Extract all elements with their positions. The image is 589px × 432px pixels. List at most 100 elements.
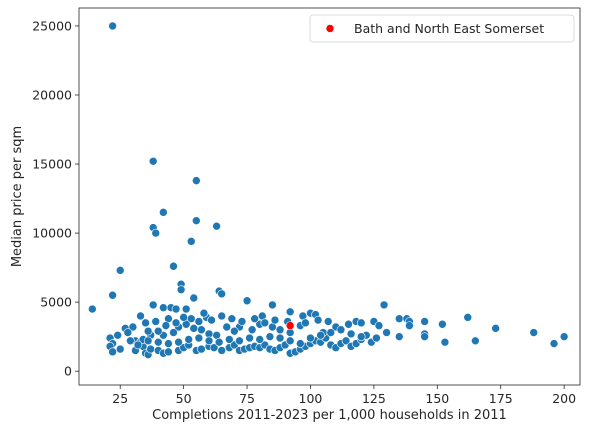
data-point bbox=[438, 319, 447, 329]
data-point bbox=[151, 228, 161, 238]
data-point bbox=[296, 339, 305, 348]
data-point bbox=[356, 318, 366, 328]
data-point bbox=[463, 313, 473, 322]
data-point bbox=[255, 335, 265, 344]
data-point bbox=[148, 156, 158, 166]
data-point bbox=[108, 21, 117, 31]
data-point bbox=[341, 336, 351, 346]
data-point bbox=[194, 333, 204, 343]
y-tick-label: 10000 bbox=[32, 226, 72, 241]
data-point bbox=[394, 332, 404, 341]
x-tick-label: 75 bbox=[239, 391, 255, 406]
data-point bbox=[225, 335, 234, 344]
data-point bbox=[186, 237, 196, 246]
data-point bbox=[235, 336, 244, 346]
data-point bbox=[230, 326, 239, 336]
legend-label: Bath and North East Somerset bbox=[354, 21, 544, 36]
data-point bbox=[209, 343, 219, 353]
data-point bbox=[189, 324, 199, 333]
data-point bbox=[336, 325, 346, 335]
data-point bbox=[126, 336, 135, 346]
data-point bbox=[189, 293, 199, 303]
data-point bbox=[222, 322, 232, 332]
data-point bbox=[260, 318, 270, 328]
x-tick-label: 150 bbox=[425, 391, 449, 406]
x-tick-label: 125 bbox=[362, 391, 386, 406]
data-point bbox=[143, 326, 153, 336]
legend: Bath and North East Somerset bbox=[309, 14, 575, 43]
data-point bbox=[301, 318, 310, 328]
data-point bbox=[247, 325, 257, 335]
data-point bbox=[214, 337, 224, 347]
data-point bbox=[420, 317, 429, 326]
data-points bbox=[88, 21, 569, 359]
highlight-points bbox=[285, 321, 295, 330]
data-point bbox=[146, 344, 155, 354]
data-point bbox=[382, 328, 391, 337]
data-point bbox=[440, 337, 450, 347]
legend-marker bbox=[325, 24, 335, 33]
data-point bbox=[164, 339, 173, 348]
data-point bbox=[148, 300, 158, 310]
data-point bbox=[227, 314, 237, 324]
y-ticks: 0 5000 10000 15000 20000 25000 bbox=[32, 18, 79, 379]
data-point bbox=[192, 176, 201, 185]
data-point bbox=[394, 314, 404, 324]
data-point bbox=[326, 328, 336, 337]
x-tick-label: 100 bbox=[299, 391, 323, 406]
data-point bbox=[344, 319, 353, 329]
data-point bbox=[306, 333, 315, 343]
data-point bbox=[108, 347, 117, 357]
data-point bbox=[164, 347, 173, 357]
data-point bbox=[285, 307, 295, 317]
data-point bbox=[405, 321, 414, 330]
data-point bbox=[491, 324, 500, 333]
data-point bbox=[197, 325, 206, 335]
data-point bbox=[270, 315, 280, 325]
data-point bbox=[169, 328, 178, 337]
data-point bbox=[181, 304, 191, 314]
data-point bbox=[123, 328, 133, 337]
data-point bbox=[108, 290, 117, 300]
data-point bbox=[323, 317, 333, 326]
data-point bbox=[88, 304, 97, 314]
data-point bbox=[159, 303, 168, 312]
data-point bbox=[374, 321, 384, 330]
data-point bbox=[212, 221, 221, 231]
x-tick-label: 25 bbox=[112, 391, 128, 406]
data-point bbox=[275, 325, 285, 335]
data-point bbox=[217, 289, 226, 299]
data-point bbox=[184, 335, 194, 344]
x-tick-label: 50 bbox=[176, 391, 192, 406]
data-point bbox=[171, 318, 181, 328]
data-point bbox=[204, 336, 214, 346]
data-point bbox=[217, 311, 226, 321]
data-point bbox=[471, 336, 480, 346]
data-point bbox=[242, 296, 252, 306]
data-point bbox=[346, 329, 356, 339]
data-point bbox=[372, 333, 381, 343]
data-point bbox=[115, 266, 125, 275]
data-point bbox=[169, 261, 178, 271]
data-point bbox=[151, 317, 161, 326]
y-axis-label: Median price per sqm bbox=[10, 126, 25, 267]
data-point bbox=[174, 337, 183, 347]
x-tick-label: 200 bbox=[552, 391, 576, 406]
data-point bbox=[199, 308, 209, 318]
y-tick-label: 0 bbox=[64, 364, 72, 379]
data-point bbox=[207, 315, 216, 325]
data-point bbox=[313, 315, 323, 325]
x-tick-label: 175 bbox=[489, 391, 513, 406]
data-point bbox=[128, 322, 138, 332]
highlight-point bbox=[285, 321, 295, 330]
y-tick-label: 25000 bbox=[32, 18, 72, 33]
data-point bbox=[379, 300, 389, 310]
data-point bbox=[113, 330, 122, 340]
y-tick-label: 20000 bbox=[32, 88, 72, 103]
data-point bbox=[143, 336, 153, 346]
data-point bbox=[179, 313, 188, 322]
data-point bbox=[237, 317, 247, 326]
data-point bbox=[250, 314, 259, 324]
data-point bbox=[316, 330, 325, 340]
